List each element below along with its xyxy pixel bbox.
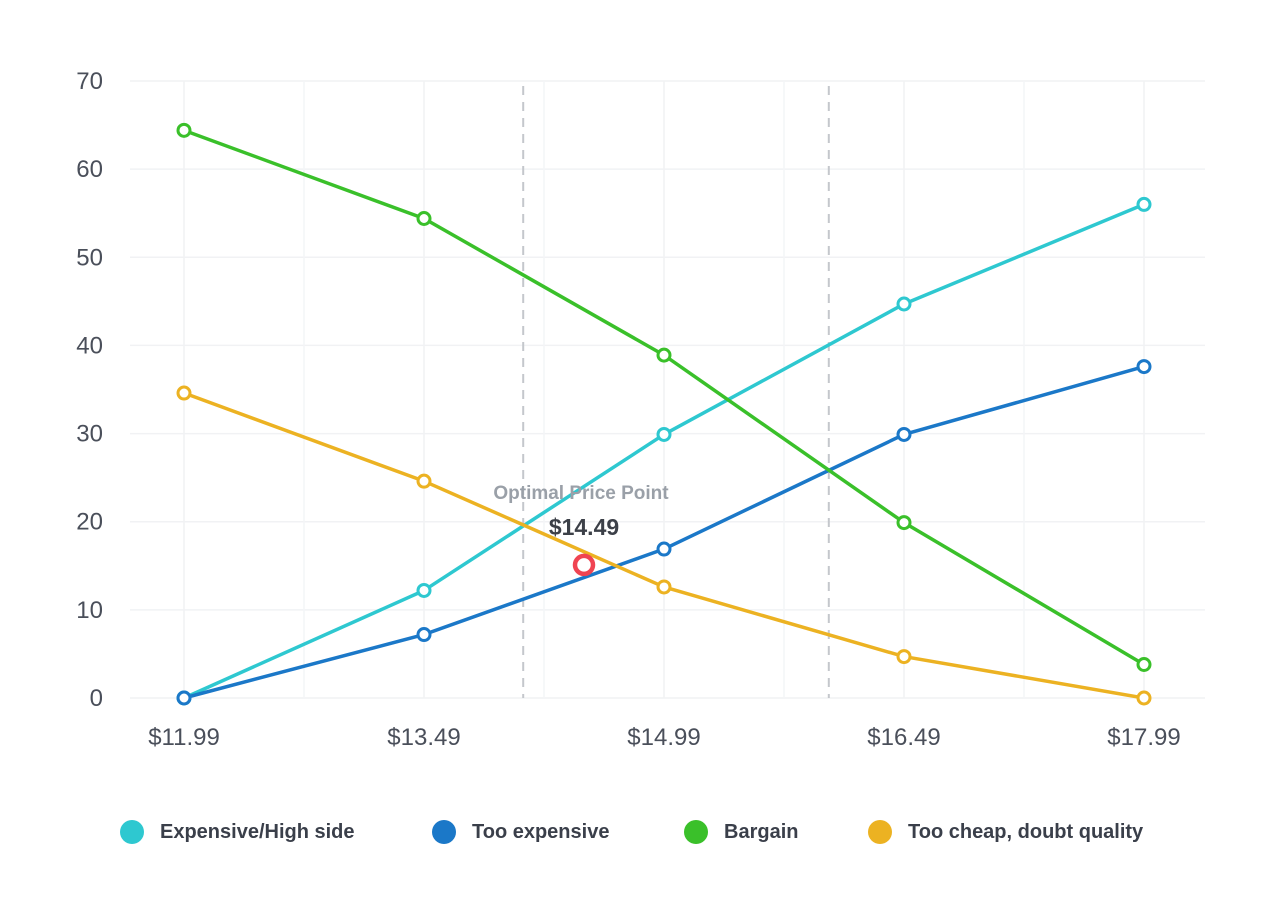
- y-tick-label: 60: [76, 156, 103, 183]
- y-tick-label: 50: [76, 244, 103, 271]
- data-point[interactable]: [416, 582, 432, 598]
- annotation-value: $14.49: [549, 514, 619, 540]
- x-tick-label: $17.99: [1107, 724, 1180, 751]
- legend-label: Too cheap, doubt quality: [908, 820, 1144, 843]
- data-point[interactable]: [656, 579, 672, 595]
- annotation: Optimal Price Point $14.49: [493, 483, 669, 577]
- data-point[interactable]: [1136, 196, 1152, 212]
- data-point[interactable]: [1136, 657, 1152, 673]
- legend-label: Expensive/High side: [160, 820, 355, 843]
- legend-label: Bargain: [724, 820, 799, 843]
- legend-item[interactable]: Bargain: [684, 812, 798, 852]
- data-point[interactable]: [656, 426, 672, 442]
- data-point[interactable]: [1136, 690, 1152, 706]
- y-tick-label: 40: [76, 332, 103, 359]
- data-point[interactable]: [656, 347, 672, 363]
- legend-item[interactable]: Too expensive: [432, 812, 609, 852]
- y-tick-label: 10: [76, 597, 103, 624]
- data-point[interactable]: [896, 296, 912, 312]
- x-tick-label: $13.49: [387, 724, 460, 751]
- legend-label: Too expensive: [472, 820, 610, 843]
- data-point[interactable]: [896, 515, 912, 531]
- y-tick-label: 0: [90, 685, 103, 712]
- grid: [130, 80, 1205, 699]
- legend-swatch: [684, 820, 708, 844]
- series: [176, 122, 1152, 706]
- legend-swatch: [868, 820, 892, 844]
- y-tick-label: 30: [76, 421, 103, 448]
- data-point[interactable]: [896, 426, 912, 442]
- data-point[interactable]: [416, 627, 432, 643]
- legend-item[interactable]: Too cheap, doubt quality: [868, 812, 1143, 852]
- annotation-label: Optimal Price Point: [493, 483, 669, 504]
- legend-swatch: [120, 820, 144, 844]
- data-point[interactable]: [416, 211, 432, 227]
- x-tick-label: $16.49: [867, 724, 940, 751]
- data-point[interactable]: [176, 385, 192, 401]
- y-tick-label: 20: [76, 509, 103, 536]
- data-point[interactable]: [1136, 359, 1152, 375]
- legend-item[interactable]: Expensive/High side: [120, 812, 355, 852]
- x-tick-label: $14.99: [627, 724, 700, 751]
- data-point[interactable]: [416, 473, 432, 489]
- data-point[interactable]: [176, 690, 192, 706]
- reference-lines: [522, 86, 830, 698]
- data-point[interactable]: [656, 541, 672, 557]
- axes: 0 10 20 30 40 50 60 70 $11.99 $13.49 $14.99 $16.49 $…: [76, 68, 1180, 751]
- data-point[interactable]: [896, 649, 912, 665]
- optimal-price-marker[interactable]: [572, 553, 596, 577]
- y-tick-label: 70: [76, 68, 103, 95]
- data-point[interactable]: [176, 122, 192, 138]
- legend: Expensive/High side Too expensive Bargain T…: [0, 812, 1280, 852]
- x-tick-label: $11.99: [148, 724, 220, 751]
- legend-swatch: [432, 820, 456, 844]
